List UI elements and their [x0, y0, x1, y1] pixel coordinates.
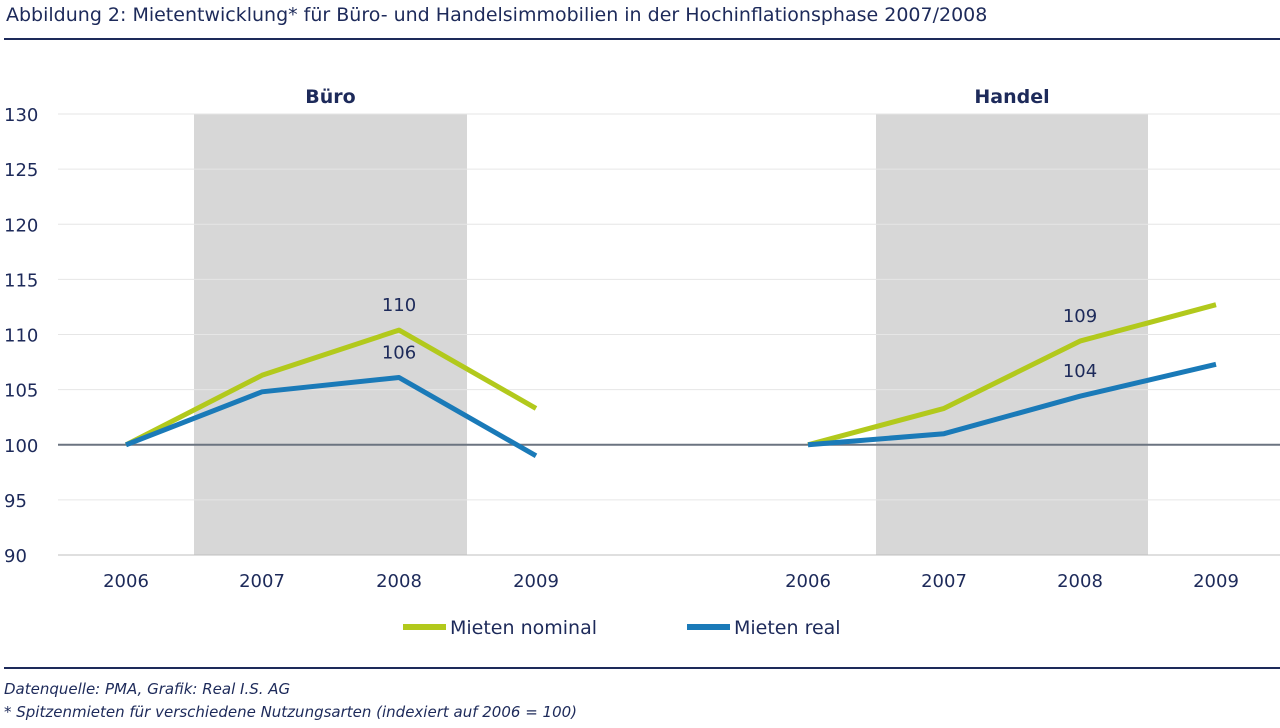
- y-tick-label: 125: [4, 160, 38, 181]
- chart-svg: 90 95 100 105 110 115 120 125 130 Büro 2006 2007 200…: [4, 86, 1280, 639]
- y-tick-label: 120: [4, 215, 38, 236]
- y-tick-label: 110: [4, 326, 38, 347]
- series-line-nominal: [807, 302, 1217, 448]
- footnote: * Spitzenmieten für verschiedene Nutzung…: [4, 703, 578, 721]
- bottom-rule: [4, 667, 1280, 669]
- data-label: 109: [1063, 306, 1097, 327]
- y-tick-label: 105: [4, 381, 38, 402]
- x-tick-label: 2007: [921, 571, 967, 592]
- x-tick-label: 2009: [513, 571, 559, 592]
- x-tick-label: 2009: [1193, 571, 1239, 592]
- y-tick-label: 130: [4, 105, 38, 126]
- data-label: 104: [1063, 361, 1097, 382]
- y-tick-label: 95: [4, 491, 27, 512]
- top-rule: [4, 38, 1280, 40]
- data-label: 110: [382, 295, 416, 316]
- series-line-real: [125, 375, 538, 458]
- x-tick-label: 2007: [239, 571, 285, 592]
- x-tick-label: 2006: [785, 571, 831, 592]
- panel-title: Büro: [305, 86, 355, 108]
- legend-label-real: Mieten real: [734, 617, 841, 639]
- x-tick-label: 2008: [376, 571, 422, 592]
- chart-title: Abbildung 2: Mietentwicklung* für Büro- …: [6, 4, 988, 26]
- series-line-real: [807, 361, 1217, 448]
- data-label: 106: [382, 342, 416, 363]
- y-tick-label: 90: [4, 546, 27, 567]
- source-note: Datenquelle: PMA, Grafik: Real I.S. AG: [4, 680, 291, 698]
- panel-title: Handel: [974, 86, 1049, 108]
- x-tick-label: 2006: [103, 571, 149, 592]
- series-line-nominal: [124, 327, 538, 448]
- y-tick-label: 115: [4, 270, 38, 291]
- x-tick-label: 2008: [1057, 571, 1103, 592]
- legend-label-nominal: Mieten nominal: [450, 617, 597, 639]
- y-tick-label: 100: [4, 436, 38, 457]
